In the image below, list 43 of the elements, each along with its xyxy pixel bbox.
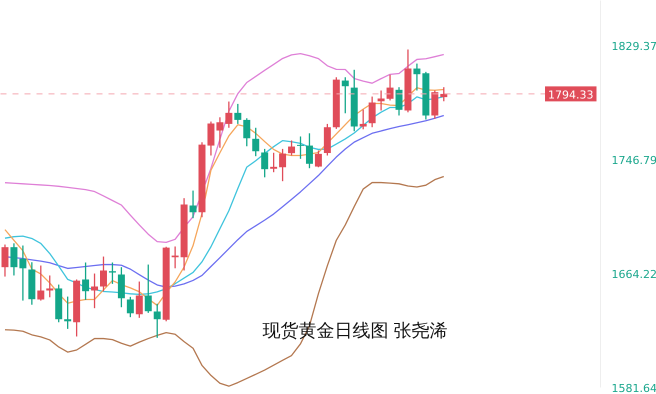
candlestick <box>270 152 278 173</box>
candlestick <box>306 132 313 169</box>
candlestick <box>360 108 367 130</box>
candlestick <box>386 74 394 102</box>
candlestick <box>288 140 296 156</box>
candlestick <box>154 303 161 339</box>
candlestick <box>64 296 72 330</box>
candlestick <box>126 296 134 318</box>
y-tick-label: 1829.37 <box>612 40 656 54</box>
candlestick <box>1 244 8 278</box>
candlestick <box>118 266 125 308</box>
candlestick <box>207 120 214 156</box>
y-tick-label: 1746.79 <box>612 154 656 168</box>
candlestick <box>368 96 376 128</box>
candlestick <box>342 76 349 114</box>
candlestick <box>108 262 116 285</box>
y-tick-label: 1664.22 <box>612 268 656 282</box>
candlestick <box>413 62 420 92</box>
candlestick <box>172 246 179 269</box>
candlestick <box>431 90 438 120</box>
candlestick <box>261 148 268 178</box>
candlestick <box>396 86 402 116</box>
candlestick <box>82 262 90 301</box>
candlestick <box>252 127 260 157</box>
candlestick <box>37 264 44 302</box>
candlestick <box>234 103 242 125</box>
candlestick <box>46 274 54 298</box>
candlestick <box>279 148 286 182</box>
line-series <box>4 52 444 243</box>
candlestick <box>19 244 26 302</box>
candlestick <box>297 136 304 160</box>
candlestick <box>91 272 98 309</box>
candlestick <box>144 264 152 314</box>
ref-line-label: 1794.33 <box>548 88 594 102</box>
candlestick <box>100 256 107 292</box>
candlestick <box>190 190 197 219</box>
candlestick <box>136 280 143 318</box>
candlestick <box>216 116 224 148</box>
candlestick <box>10 242 18 276</box>
candlestick <box>225 100 232 128</box>
candlestick <box>378 90 385 112</box>
candlestick <box>243 118 250 147</box>
candlestick <box>314 150 322 168</box>
